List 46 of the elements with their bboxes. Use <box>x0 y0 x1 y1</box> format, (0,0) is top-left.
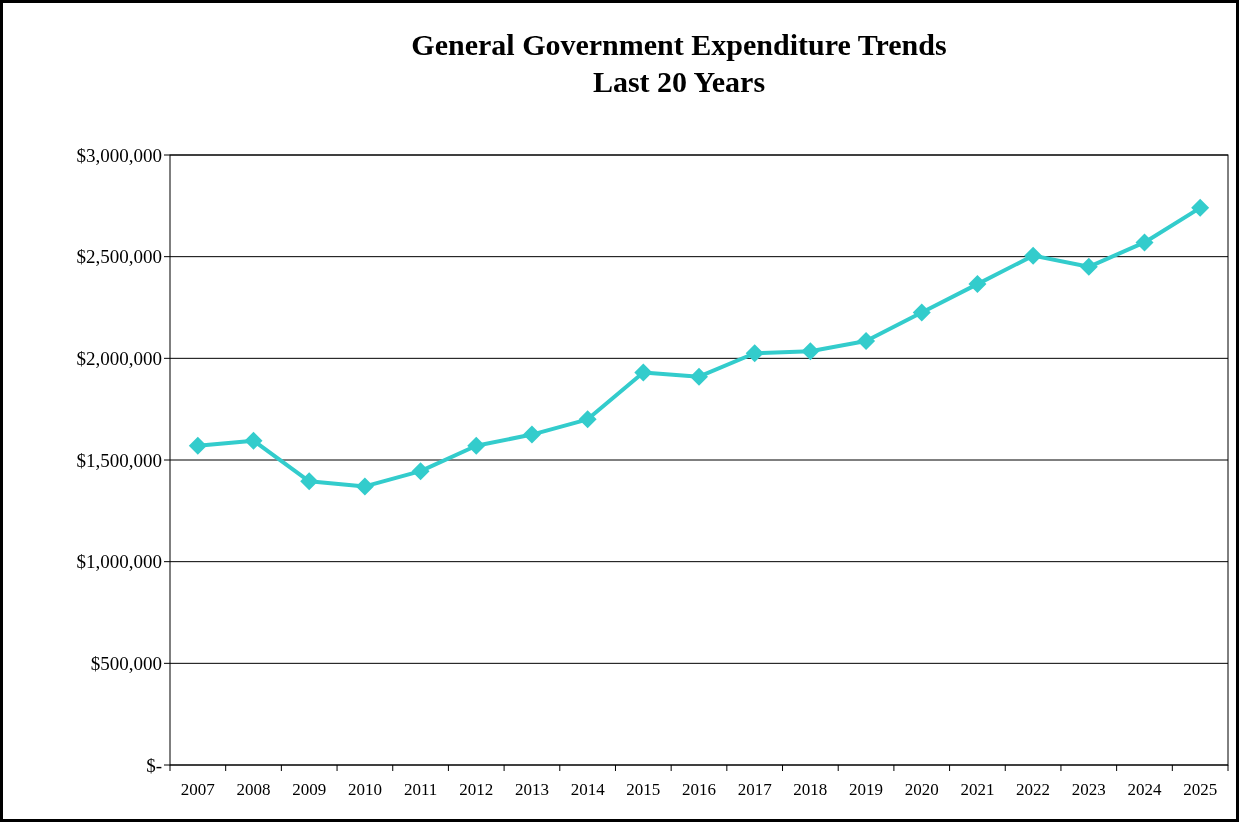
point <box>355 477 374 496</box>
point <box>578 410 597 429</box>
x-tick-label: 2018 <box>793 780 828 799</box>
y-tick-label: $1,500,000 <box>76 449 162 471</box>
x-tick-label: 2013 <box>514 780 549 799</box>
point <box>188 436 207 455</box>
point <box>801 342 820 361</box>
point <box>411 462 430 481</box>
x-tick-label: 2022 <box>1016 780 1051 799</box>
y-tick-label: $1,000,000 <box>76 551 162 573</box>
x-tick-label: 2014 <box>570 780 606 799</box>
y-tick-label: $2,000,000 <box>76 347 162 369</box>
point <box>1024 246 1043 265</box>
y-tick-label: $3,000,000 <box>76 144 162 166</box>
y-tick-label: $2,500,000 <box>76 246 162 268</box>
x-tick-label: 2016 <box>682 780 716 799</box>
chart-title: General Government Expenditure Trends Last 20 Years <box>411 28 947 98</box>
x-tick-label: 2021 <box>960 780 995 799</box>
x-tick-label: 2008 <box>236 780 271 799</box>
x-tick-label: 2023 <box>1071 780 1106 799</box>
point <box>968 275 987 294</box>
point <box>745 344 764 363</box>
x-tick-label: 2019 <box>849 780 884 799</box>
point <box>634 363 653 382</box>
x-tick-label: 2010 <box>347 780 382 799</box>
x-tick-label: 2012 <box>459 780 494 799</box>
x-tick-label: 2020 <box>904 780 939 799</box>
point <box>1079 257 1098 276</box>
point <box>467 436 486 455</box>
point <box>244 431 263 450</box>
point <box>300 472 319 491</box>
x-tick-label: 2025 <box>1183 780 1218 799</box>
y-tick-label: $500,000 <box>90 652 162 674</box>
point <box>690 367 708 386</box>
x-tick-label: 2007 <box>180 780 216 799</box>
x-tick-label: 2024 <box>1127 780 1162 799</box>
x-tick-label: 2011 <box>403 780 438 799</box>
x-tick-label: 2009 <box>292 780 327 799</box>
y-tick-label: $- <box>146 754 162 776</box>
point <box>1191 198 1210 217</box>
x-tick-label: 2015 <box>626 780 661 799</box>
x-tick-label: 2017 <box>737 780 773 799</box>
point <box>912 303 931 322</box>
point <box>522 425 541 444</box>
point <box>1135 233 1154 252</box>
point <box>857 332 876 351</box>
